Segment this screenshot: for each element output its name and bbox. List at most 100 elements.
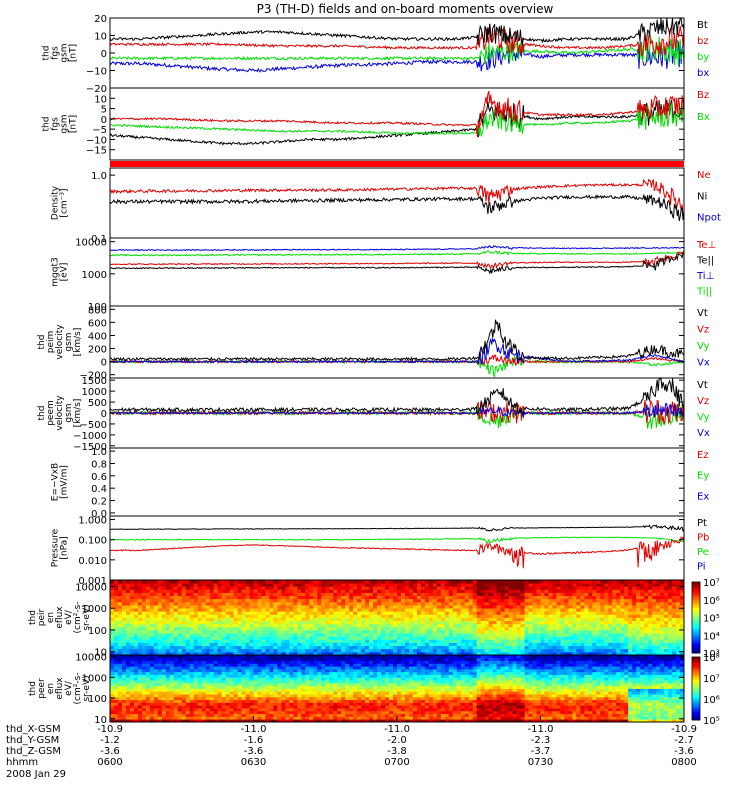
- spectrogram-cell: [289, 711, 293, 714]
- spectrogram-cell: [600, 608, 604, 612]
- spectrogram-cell: [361, 639, 365, 643]
- spectrogram-cell: [238, 621, 242, 625]
- spectrogram-cell: [254, 686, 258, 689]
- spectrogram-cell: [624, 649, 628, 653]
- spectrogram-cell: [572, 608, 576, 612]
- spectrogram-cell: [222, 589, 226, 593]
- spectrogram-cell: [182, 580, 186, 584]
- spectrogram-cell: [317, 614, 321, 618]
- spectrogram-cell: [305, 624, 309, 628]
- spectrogram-cell: [497, 618, 501, 622]
- y-axis-label-line: [km/s]: [73, 399, 83, 428]
- spectrogram-cell: [461, 611, 465, 615]
- spectrogram-cell: [242, 689, 246, 692]
- spectrogram-cell: [377, 630, 381, 634]
- spectrogram-cell: [265, 697, 269, 700]
- spectrogram-cell: [564, 643, 568, 647]
- spectrogram-cell: [465, 633, 469, 637]
- spectrogram-cell: [218, 689, 222, 692]
- spectrogram-cell: [242, 677, 246, 680]
- spectrogram-cell: [142, 614, 146, 618]
- spectrogram-cell: [126, 714, 130, 717]
- spectrogram-cell: [150, 708, 154, 711]
- spectrogram-cell: [126, 633, 130, 637]
- spectrogram-cell: [361, 636, 365, 640]
- spectrogram-cell: [497, 624, 501, 628]
- spectrogram-cell: [652, 580, 656, 584]
- spectrogram-cell: [154, 618, 158, 622]
- spectrogram-cell: [130, 711, 134, 714]
- spectrogram-cell: [309, 583, 313, 587]
- spectrogram-cell: [305, 669, 309, 672]
- spectrogram-cell: [146, 680, 150, 683]
- spectrogram-cell: [604, 649, 608, 653]
- spectrogram-cell: [218, 705, 222, 708]
- spectrogram-cell: [257, 599, 261, 603]
- spectrogram-cell: [254, 694, 258, 697]
- spectrogram-cell: [289, 661, 293, 664]
- spectrogram-cell: [166, 639, 170, 643]
- spectrogram-cell: [429, 586, 433, 590]
- spectrogram-cell: [612, 605, 616, 609]
- spectrogram-cell: [409, 624, 413, 628]
- spectrogram-cell: [544, 605, 548, 609]
- spectrogram-cell: [285, 705, 289, 708]
- spectrogram-cell: [250, 702, 254, 705]
- spectrogram-cell: [178, 705, 182, 708]
- spectrogram-cell: [365, 639, 369, 643]
- spectrogram-cell: [497, 605, 501, 609]
- panel-8: PtPbPePi0.0010.0100.1001.000Pressure[nPa…: [51, 516, 710, 588]
- spectrogram-cell: [170, 680, 174, 683]
- spectrogram-cell: [321, 630, 325, 634]
- spectrogram-cell: [437, 618, 441, 622]
- spectrogram-cell: [465, 614, 469, 618]
- spectrogram-cell: [401, 580, 405, 584]
- spectrogram-cell: [309, 586, 313, 590]
- spectrogram-cell: [485, 639, 489, 643]
- spectrogram-cell: [158, 646, 162, 650]
- spectrogram-cell: [150, 711, 154, 714]
- spectrogram-cell: [493, 624, 497, 628]
- spectrogram-cell: [349, 605, 353, 609]
- spectrogram-cell: [309, 708, 313, 711]
- spectrogram-cell: [178, 646, 182, 650]
- spectrogram-cell: [150, 596, 154, 600]
- spectrogram-cell: [497, 633, 501, 637]
- spectrogram-cell: [289, 602, 293, 606]
- spectrogram-cell: [525, 649, 529, 653]
- spectrogram-cell: [158, 711, 162, 714]
- spectrogram-cell: [437, 608, 441, 612]
- legend-entry: Ne: [697, 170, 711, 181]
- spectrogram-cell: [234, 633, 238, 637]
- spectrogram-cell: [194, 705, 198, 708]
- spectrogram-cell: [118, 705, 122, 708]
- spectrogram-cell: [162, 686, 166, 689]
- spectrogram-cell: [377, 646, 381, 650]
- spectrogram-cell: [592, 639, 596, 643]
- spectrogram-cell: [226, 599, 230, 603]
- spectrogram-cell: [313, 586, 317, 590]
- spectrogram-cell: [449, 618, 453, 622]
- spectrogram-cell: [198, 605, 202, 609]
- spectrogram-cell: [281, 605, 285, 609]
- spectrogram-cell: [277, 661, 281, 664]
- spectrogram-cell: [321, 618, 325, 622]
- spectrogram-cell: [644, 599, 648, 603]
- spectrogram-cell: [202, 643, 206, 647]
- spectrogram-cell: [389, 636, 393, 640]
- spectrogram-cell: [142, 621, 146, 625]
- spectrogram-cell: [628, 593, 632, 597]
- spectrogram-cell: [214, 711, 218, 714]
- spectrogram-cell: [477, 633, 481, 637]
- spectrogram-cell: [413, 602, 417, 606]
- spectrogram-cell: [357, 627, 361, 631]
- spectrogram-cell: [401, 630, 405, 634]
- spectrogram-cell: [110, 614, 114, 618]
- spectrogram-cell: [122, 586, 126, 590]
- spectrogram-cell: [293, 675, 297, 678]
- spectrogram-cell: [660, 624, 664, 628]
- spectrogram-cell: [628, 624, 632, 628]
- spectrogram-cell: [257, 683, 261, 686]
- spectrogram-cell: [202, 708, 206, 711]
- spectrogram-cell: [473, 602, 477, 606]
